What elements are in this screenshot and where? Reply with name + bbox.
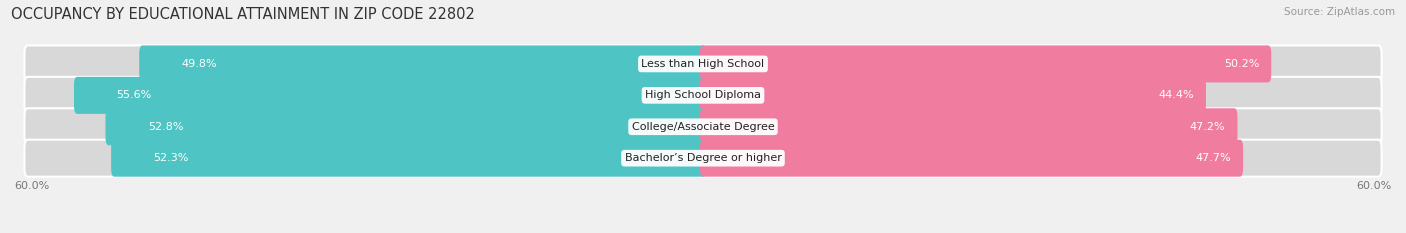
FancyBboxPatch shape — [111, 140, 706, 177]
Text: 60.0%: 60.0% — [1357, 181, 1392, 191]
Text: 55.6%: 55.6% — [117, 90, 152, 100]
Text: 49.8%: 49.8% — [181, 59, 218, 69]
Text: 47.2%: 47.2% — [1189, 122, 1226, 132]
FancyBboxPatch shape — [75, 77, 706, 114]
Text: 52.3%: 52.3% — [153, 153, 188, 163]
FancyBboxPatch shape — [105, 108, 706, 145]
FancyBboxPatch shape — [24, 77, 1382, 114]
Text: 52.8%: 52.8% — [148, 122, 184, 132]
FancyBboxPatch shape — [24, 45, 1382, 82]
Text: OCCUPANCY BY EDUCATIONAL ATTAINMENT IN ZIP CODE 22802: OCCUPANCY BY EDUCATIONAL ATTAINMENT IN Z… — [11, 7, 475, 22]
FancyBboxPatch shape — [24, 140, 1382, 177]
Text: Bachelor’s Degree or higher: Bachelor’s Degree or higher — [624, 153, 782, 163]
FancyBboxPatch shape — [700, 140, 1243, 177]
Text: High School Diploma: High School Diploma — [645, 90, 761, 100]
Text: Less than High School: Less than High School — [641, 59, 765, 69]
FancyBboxPatch shape — [139, 45, 706, 82]
Text: Source: ZipAtlas.com: Source: ZipAtlas.com — [1284, 7, 1395, 17]
Text: 47.7%: 47.7% — [1195, 153, 1232, 163]
Text: 44.4%: 44.4% — [1159, 90, 1194, 100]
FancyBboxPatch shape — [700, 77, 1206, 114]
FancyBboxPatch shape — [700, 108, 1237, 145]
FancyBboxPatch shape — [700, 45, 1271, 82]
Text: College/Associate Degree: College/Associate Degree — [631, 122, 775, 132]
FancyBboxPatch shape — [24, 108, 1382, 145]
Text: 60.0%: 60.0% — [14, 181, 49, 191]
Text: 50.2%: 50.2% — [1223, 59, 1260, 69]
